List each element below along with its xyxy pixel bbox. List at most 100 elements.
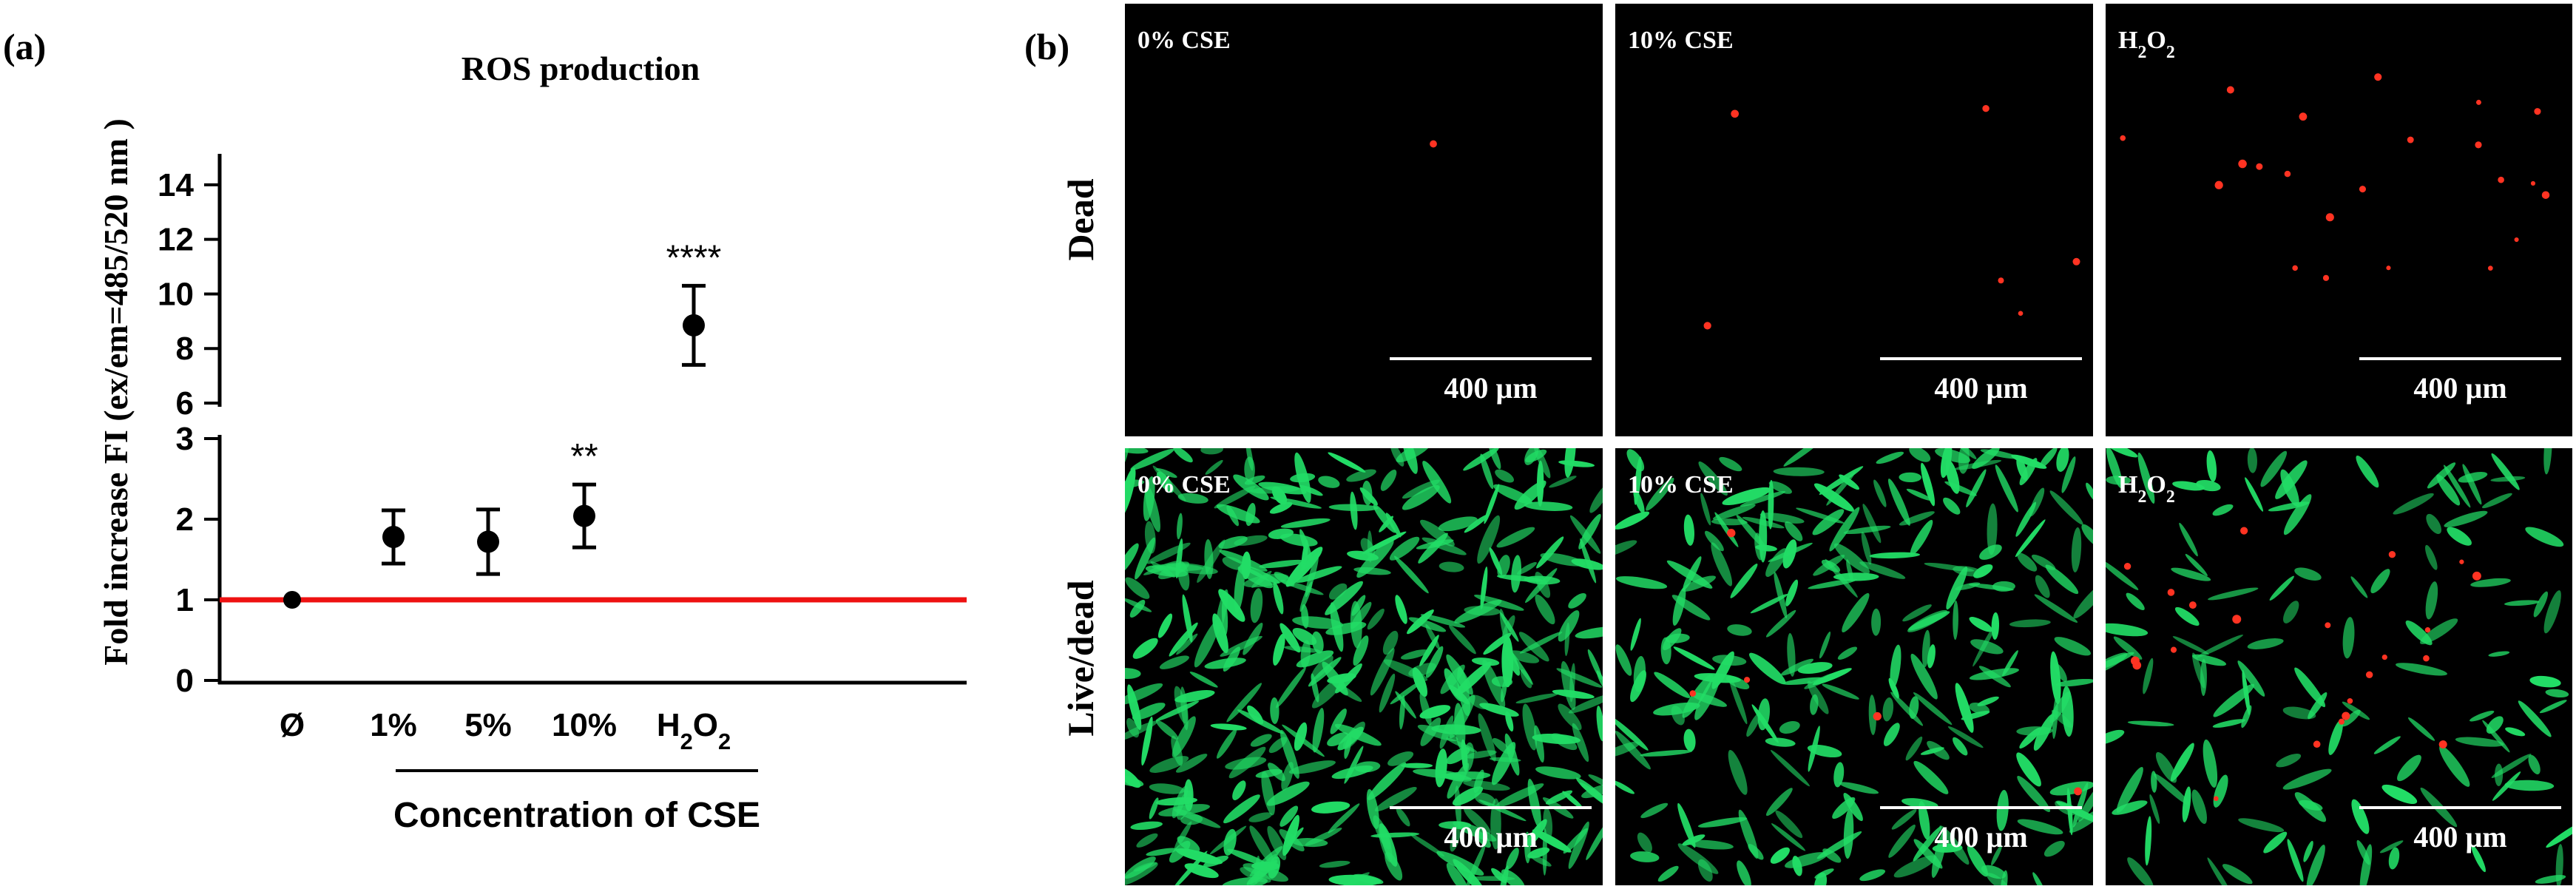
chart-title: ROS production [462, 50, 700, 87]
live-cell [1905, 736, 1923, 761]
live-cell [2055, 678, 2093, 687]
live-cell [1633, 656, 1646, 692]
live-cell [2197, 635, 2244, 658]
live-cell [1580, 538, 1597, 584]
live-cell [2351, 799, 2370, 834]
live-cell [2208, 587, 2259, 601]
live-cell [1346, 469, 1376, 482]
live-cell [1367, 608, 1385, 630]
live-cell [2019, 727, 2042, 749]
live-cell [1719, 456, 1742, 472]
dead-cell [2074, 787, 2082, 796]
live-cell [1322, 661, 1348, 696]
live-cell [2373, 736, 2401, 754]
scale-bar-label: 400 µm [1444, 820, 1537, 853]
live-cell [2491, 453, 2520, 490]
live-cell [1615, 644, 1632, 676]
live-cell [1773, 467, 1825, 476]
dead-cell [2232, 615, 2242, 624]
x-tick-label-4: H2O2 [657, 707, 731, 754]
dead-cell [2423, 655, 2430, 662]
live-cell [1155, 720, 1179, 740]
live-cell [2155, 751, 2177, 783]
micrograph-title: H2O2 [2118, 27, 2175, 62]
live-cell [1232, 780, 1246, 800]
live-cell [1525, 449, 1547, 463]
live-cell [2056, 448, 2069, 472]
live-cell [2504, 600, 2540, 606]
live-cell [1279, 533, 1318, 547]
live-cell [1149, 783, 1185, 794]
live-cell [1157, 613, 1173, 638]
live-cell [1446, 862, 1469, 885]
live-cell [1780, 658, 1814, 676]
live-cell [2196, 480, 2221, 492]
dead-cell [1689, 690, 1697, 697]
dead-cell [2120, 135, 2126, 141]
live-cell [1615, 731, 1651, 770]
live-cell [1454, 599, 1502, 623]
panel-a-chart: (a) ROS production Fold increase FI (ex/… [3, 26, 967, 835]
live-cell [1267, 825, 1287, 860]
live-cell [1785, 521, 1803, 541]
dead-cell [2292, 265, 2298, 271]
live-cell [2359, 844, 2373, 885]
live-cell [1535, 766, 1581, 780]
live-cell [1782, 677, 1828, 686]
live-cell [2247, 448, 2257, 473]
dead-cell [2188, 601, 2197, 609]
live-cell [1282, 814, 1299, 856]
live-cell [1779, 720, 1800, 734]
dead-cell [2123, 562, 2132, 570]
dead-cell [2299, 112, 2308, 121]
live-cell [2494, 763, 2504, 786]
live-cell [1132, 703, 1166, 720]
live-cell [1859, 869, 1886, 882]
live-cell [1947, 726, 1984, 748]
live-cell [1552, 689, 1595, 699]
dead-cell [2213, 796, 2219, 802]
live-cell [1155, 467, 1177, 479]
live-cell [1770, 847, 1790, 864]
live-cell [1646, 477, 1674, 511]
live-cell [2071, 527, 2082, 572]
live-cell [1654, 672, 1691, 698]
live-cell [1681, 575, 1716, 592]
live-cell [1902, 604, 1932, 622]
live-cell [1700, 493, 1711, 526]
dead-cell [2487, 266, 2493, 271]
live-cell [1615, 511, 1650, 530]
live-cell [1270, 697, 1279, 724]
live-cell [1146, 848, 1178, 856]
live-cell [1489, 757, 1521, 763]
panel-a-label: (a) [3, 26, 46, 67]
live-cell [2482, 720, 2510, 753]
live-cell [1370, 832, 1420, 838]
live-cell [1328, 452, 1366, 473]
live-cell [1899, 511, 1935, 526]
live-cell [1226, 683, 1262, 723]
live-cell [1172, 851, 1208, 885]
live-cell [2106, 729, 2125, 745]
marker-4 [683, 314, 705, 337]
live-cell [2191, 789, 2208, 825]
live-cell [1913, 760, 1949, 794]
live-cell [1939, 825, 1970, 865]
live-cell [1501, 869, 1525, 885]
live-cell [1973, 564, 1993, 578]
live-cell [1807, 744, 1842, 758]
live-cell [1677, 802, 1696, 848]
live-cell [2505, 727, 2526, 737]
micrograph-title: 0% CSE [1137, 27, 1231, 54]
dead-cell [2530, 180, 2536, 186]
live-cell [1295, 566, 1342, 583]
live-cell [1893, 855, 1937, 878]
live-cell [1299, 581, 1313, 612]
live-cell [1586, 819, 1603, 860]
y-upper-tick-label-12: 12 [158, 222, 194, 258]
live-cell [2425, 544, 2438, 570]
live-cell [2282, 768, 2332, 790]
live-cell [1149, 756, 1189, 773]
live-cell [1575, 626, 1603, 639]
dead-cell [1731, 109, 1740, 118]
